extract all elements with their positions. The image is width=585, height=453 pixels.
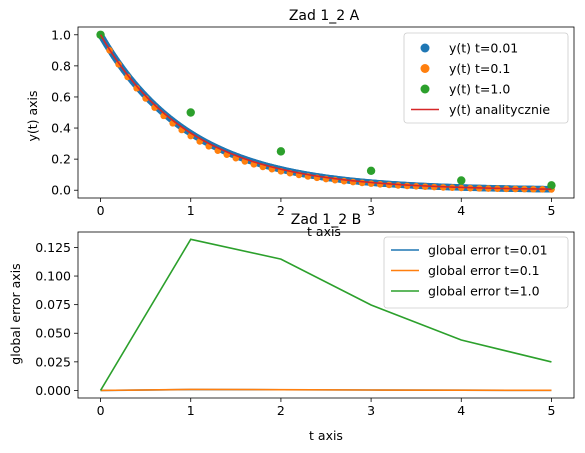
- y-tick-label: 0.025: [35, 354, 71, 369]
- legend-label: global error t=1.0: [428, 284, 540, 299]
- legend-frame: [403, 32, 569, 124]
- y-tick-label: 1.0: [51, 27, 71, 42]
- y-tick-label: 0.050: [35, 326, 71, 341]
- legend-swatch: [420, 43, 430, 53]
- x-tick-label: 0: [97, 403, 105, 418]
- legend-label: y(t) analitycznie: [449, 102, 550, 117]
- x-tick-label: 2: [277, 203, 285, 218]
- point-dt-0.1: [124, 73, 131, 81]
- point-dt-0.1: [385, 181, 393, 189]
- y-tick-label: 0.4: [51, 121, 71, 136]
- point-dt-0.1: [358, 179, 366, 187]
- y-tick-label: 0.0: [51, 183, 71, 198]
- plot-frame: [77, 231, 575, 399]
- legend-label: global error t=0.1: [428, 263, 540, 278]
- x-tick-label: 1: [187, 203, 195, 218]
- point-dt-1.0: [186, 108, 195, 117]
- point-dt-1.0: [276, 147, 286, 156]
- chart-a-axes: 0 1 2 3 4 5 0.0 0.2 0.4 0.6 0.8 1.0: [51, 26, 575, 218]
- chart-b-plot-area: [99, 238, 552, 392]
- chart-b: 0 1 2 3 4 5 0.000 0.025 0.050 0.075 0.100 0.125 Zad…: [8, 212, 575, 443]
- legend-label: global error t=0.01: [428, 243, 548, 258]
- chart-b-ylabel: global error axis: [8, 263, 23, 364]
- point-dt-1.0: [457, 176, 466, 185]
- legend-label: y(t) t=1.0: [449, 82, 510, 97]
- x-tick-label: 3: [367, 203, 375, 218]
- x-tick-label: 3: [367, 403, 375, 418]
- y-tick-label: 0.2: [51, 152, 71, 167]
- chart-b-xlabel: t axis: [309, 428, 343, 443]
- point-dt-0.1: [376, 180, 384, 188]
- chart-b-axes: 0 1 2 3 4 5 0.000 0.025 0.050 0.075 0.100 0.125: [35, 231, 575, 418]
- chart-a-plot-area: [96, 30, 556, 193]
- point-dt-0.1: [133, 84, 140, 92]
- series-line-1: [100, 388, 552, 392]
- x-tick-label: 2: [277, 403, 285, 418]
- legend-swatch: [420, 84, 430, 94]
- x-tick-label: 5: [547, 403, 555, 418]
- y-tick-label: 0.6: [51, 89, 71, 104]
- x-tick-label: 4: [457, 203, 465, 218]
- analytic-line: [99, 34, 552, 190]
- x-tick-label: 5: [547, 203, 555, 218]
- legend-label: y(t) t=0.1: [449, 61, 510, 76]
- x-tick-label: 4: [457, 403, 465, 418]
- legend-frame: [383, 236, 569, 309]
- chart-a-ylabel: y(t) axis: [25, 90, 40, 141]
- point-dt-1.0: [366, 166, 376, 175]
- chart-b-title: Zad 1_2 B: [291, 212, 361, 228]
- chart-b-legend: global error t=0.01 global error t=0.1 glo…: [383, 236, 569, 309]
- series-line-2: [99, 238, 552, 391]
- chart-a-xlabel: t axis: [307, 224, 341, 239]
- legend-label: y(t) t=0.01: [449, 41, 518, 56]
- y-tick-label: 0.8: [51, 58, 71, 73]
- chart-a-legend: y(t) t=0.01 y(t) t=0.1 y(t) t=1.0 y(t) anal…: [403, 32, 569, 124]
- x-tick-label: 0: [97, 203, 105, 218]
- y-tick-label: 0.000: [35, 383, 71, 398]
- chart-a: 0 1 2 3 4 5 0.0 0.2 0.4 0.6 0.8 1.0 Zad 1_2 A t axi…: [25, 8, 575, 239]
- point-dt-1.0: [547, 181, 556, 190]
- plot-frame: [77, 26, 575, 199]
- y-tick-label: 0.125: [35, 240, 71, 255]
- x-tick-label: 1: [187, 403, 195, 418]
- y-tick-label: 0.100: [35, 269, 71, 284]
- point-dt-0.1: [367, 180, 375, 187]
- y-tick-label: 0.075: [35, 297, 71, 312]
- chart-a-title: Zad 1_2 A: [289, 8, 360, 24]
- legend-swatch: [420, 64, 430, 73]
